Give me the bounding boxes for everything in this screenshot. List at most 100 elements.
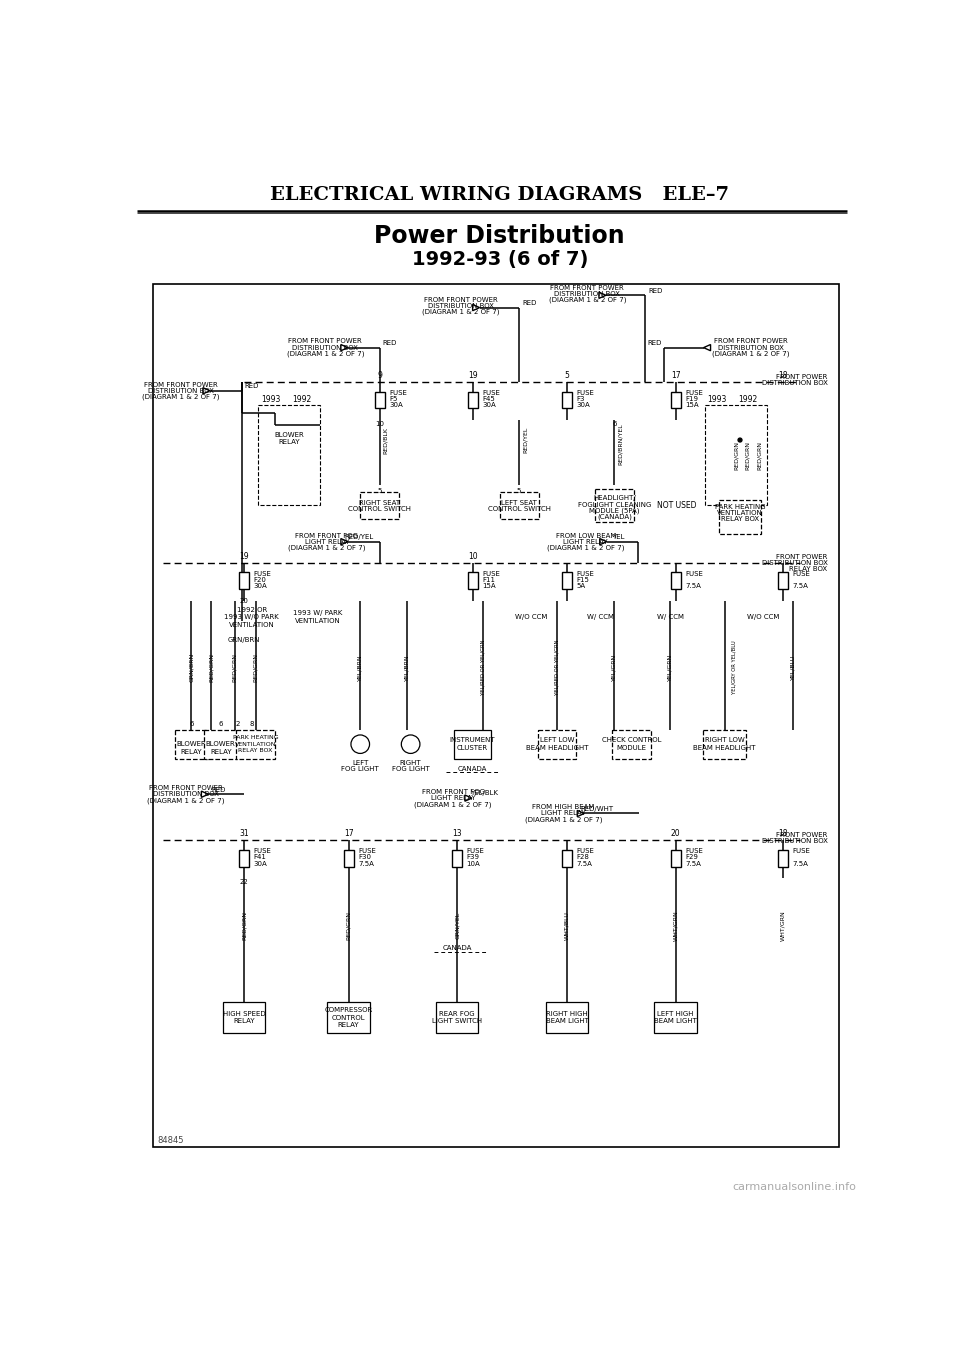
Bar (175, 730, 207, 759)
Text: FROM FRONT POWER: FROM FRONT POWER (144, 381, 218, 388)
Text: LEFT LOW
BEAM HEADLIGHT: LEFT LOW BEAM HEADLIGHT (526, 737, 588, 750)
Bar (671, 573, 681, 589)
Text: PARK HEATING
VENTILATION
RELAY BOX: PARK HEATING VENTILATION RELAY BOX (233, 735, 278, 753)
Text: (DIAGRAM 1 & 2 OF 7): (DIAGRAM 1 & 2 OF 7) (142, 394, 220, 400)
Text: VENTILATION: VENTILATION (717, 510, 763, 516)
Text: YEL/RED OR YEL/GRN: YEL/RED OR YEL/GRN (480, 639, 485, 695)
Text: (DIAGRAM 1 & 2 OF 7): (DIAGRAM 1 & 2 OF 7) (712, 350, 789, 357)
Text: F5: F5 (389, 396, 397, 402)
Text: 22: 22 (240, 879, 249, 885)
Text: W/O CCM: W/O CCM (515, 615, 547, 620)
Bar (468, 392, 478, 408)
Text: LEFT: LEFT (352, 760, 369, 765)
Text: CANADA: CANADA (443, 946, 471, 951)
Text: 1993: 1993 (261, 395, 281, 404)
Text: RIGHT LOW
BEAM HEADLIGHT: RIGHT LOW BEAM HEADLIGHT (693, 737, 756, 750)
Text: FUSE: FUSE (253, 571, 271, 577)
Text: RED/GRN: RED/GRN (733, 441, 738, 470)
Text: 1992-93 (6 of 7): 1992-93 (6 of 7) (412, 250, 588, 269)
Text: (DIAGRAM 1 & 2 OF 7): (DIAGRAM 1 & 2 OF 7) (547, 544, 625, 551)
Text: NOT USED: NOT USED (657, 501, 696, 510)
Text: RED/WHT: RED/WHT (580, 806, 613, 811)
Text: 5: 5 (377, 489, 382, 494)
Text: YEL/BRN: YEL/BRN (404, 654, 409, 680)
Text: 7.5A: 7.5A (685, 860, 701, 867)
Text: RELAY BOX: RELAY BOX (721, 517, 759, 522)
Text: 30A: 30A (576, 403, 590, 408)
Text: RELAY BOX: RELAY BOX (789, 566, 828, 573)
Text: RED: RED (648, 288, 662, 293)
Text: FRONT POWER: FRONT POWER (777, 832, 828, 839)
Bar (778, 573, 787, 589)
Text: YEL/BLK: YEL/BLK (470, 791, 498, 797)
Text: 1992 OR
1993 W/O PARK
VENTILATION: 1992 OR 1993 W/O PARK VENTILATION (225, 607, 279, 628)
Text: RED/BLK: RED/BLK (383, 426, 389, 453)
Text: FROM FRONT FOG: FROM FRONT FOG (296, 532, 358, 539)
Text: DISTRIBUTION BOX: DISTRIBUTION BOX (293, 345, 358, 350)
Text: FUSE: FUSE (685, 571, 703, 577)
Text: FRONT POWER: FRONT POWER (777, 375, 828, 380)
Bar (452, 849, 462, 867)
Text: CONTROL SWITCH: CONTROL SWITCH (348, 506, 411, 513)
Text: DISTRIBUTION BOX: DISTRIBUTION BOX (761, 839, 828, 844)
Text: REAR FOG
LIGHT SWITCH: REAR FOG LIGHT SWITCH (432, 1011, 482, 1025)
Bar (436, 1001, 478, 1033)
Text: (DIAGRAM 1 & 2 OF 7): (DIAGRAM 1 & 2 OF 7) (288, 544, 366, 551)
Text: YEL/BRN: YEL/BRN (358, 654, 363, 680)
Text: FROM FRONT FOG: FROM FRONT FOG (421, 788, 485, 795)
Text: YEL/BLU: YEL/BLU (790, 654, 795, 680)
Text: RIGHT SEAT: RIGHT SEAT (359, 501, 400, 506)
Text: FUSE: FUSE (576, 571, 594, 577)
Text: 2: 2 (235, 721, 240, 727)
Text: MODULE (5PA): MODULE (5PA) (589, 508, 639, 514)
Text: RIGHT HIGH
BEAM LIGHT: RIGHT HIGH BEAM LIGHT (545, 1011, 588, 1025)
Bar (223, 1001, 265, 1033)
Text: FROM FRONT POWER: FROM FRONT POWER (149, 786, 223, 791)
Text: RED/GRN: RED/GRN (253, 653, 258, 681)
Text: F28: F28 (576, 855, 589, 860)
Text: RED/BRN/YEL: RED/BRN/YEL (618, 423, 623, 464)
Text: FUSE: FUSE (685, 848, 703, 854)
Text: F20: F20 (253, 577, 266, 584)
Text: CONTROL SWITCH: CONTROL SWITCH (488, 506, 551, 513)
Text: YEL/RED OR YEL/GRN: YEL/RED OR YEL/GRN (555, 639, 560, 695)
Text: COMPRESSOR
CONTROL
RELAY: COMPRESSOR CONTROL RELAY (324, 1007, 372, 1029)
Text: FUSE: FUSE (576, 848, 594, 854)
Text: YEL/GRY OR YEL/BLU: YEL/GRY OR YEL/BLU (732, 641, 736, 693)
Text: HIGH SPEED
RELAY: HIGH SPEED RELAY (223, 1011, 265, 1025)
Bar (344, 849, 353, 867)
Text: CHECK CONTROL
MODULE: CHECK CONTROL MODULE (602, 737, 661, 750)
Text: 5: 5 (516, 489, 521, 494)
Text: YEL/GRN: YEL/GRN (668, 654, 673, 681)
Text: PARK HEATING: PARK HEATING (714, 503, 765, 510)
Text: FRONT POWER: FRONT POWER (777, 554, 828, 560)
Circle shape (738, 438, 742, 442)
Bar (454, 730, 492, 759)
Text: LIGHT RELAY: LIGHT RELAY (541, 810, 586, 817)
Bar (468, 573, 478, 589)
Bar (258, 406, 320, 506)
Text: DISTRIBUTION BOX: DISTRIBUTION BOX (148, 388, 214, 394)
Text: FUSE: FUSE (576, 389, 594, 396)
Bar (563, 849, 572, 867)
Text: DISTRIBUTION BOX: DISTRIBUTION BOX (554, 290, 620, 297)
Text: F41: F41 (253, 855, 266, 860)
Text: 8: 8 (250, 721, 254, 727)
Text: DISTRIBUTION BOX: DISTRIBUTION BOX (761, 560, 828, 566)
Text: (DIAGRAM 1 & 2 OF 7): (DIAGRAM 1 & 2 OF 7) (422, 309, 500, 315)
Text: 1992: 1992 (293, 395, 312, 404)
Text: W/ CCM: W/ CCM (657, 615, 684, 620)
Text: RED/GRN: RED/GRN (756, 441, 762, 470)
Text: 5A: 5A (576, 584, 586, 589)
Bar (671, 849, 681, 867)
Text: 7.5A: 7.5A (358, 860, 373, 867)
Text: BLOWER
RELAY: BLOWER RELAY (177, 741, 206, 754)
Text: FROM HIGH BEAM: FROM HIGH BEAM (532, 805, 594, 810)
Text: 1993 W/ PARK
VENTILATION: 1993 W/ PARK VENTILATION (293, 611, 343, 624)
Text: 84845: 84845 (157, 1136, 183, 1145)
Bar (655, 1001, 697, 1033)
Text: 20: 20 (671, 829, 681, 839)
Bar (612, 730, 651, 759)
Text: F19: F19 (685, 396, 698, 402)
Text: 20: 20 (240, 598, 249, 604)
